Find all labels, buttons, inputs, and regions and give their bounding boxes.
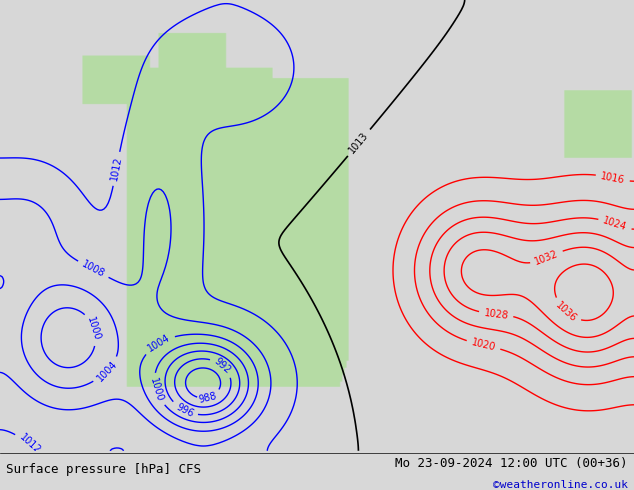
Text: 1004: 1004 [146, 333, 172, 354]
Text: 1013: 1013 [347, 130, 371, 155]
Text: 1000: 1000 [148, 377, 165, 403]
Text: 1008: 1008 [80, 259, 107, 279]
Text: 1004: 1004 [95, 359, 119, 383]
Text: 1036: 1036 [553, 300, 579, 323]
Text: 1012: 1012 [17, 432, 42, 456]
Text: 1028: 1028 [483, 308, 509, 320]
Text: 992: 992 [212, 356, 233, 376]
Text: Mo 23-09-2024 12:00 UTC (00+36): Mo 23-09-2024 12:00 UTC (00+36) [395, 457, 628, 470]
Text: 1012: 1012 [109, 156, 124, 182]
Text: 1032: 1032 [533, 248, 560, 267]
Text: 988: 988 [198, 391, 218, 405]
Text: 996: 996 [174, 402, 195, 419]
Text: 1016: 1016 [600, 171, 626, 185]
Text: ©weatheronline.co.uk: ©weatheronline.co.uk [493, 480, 628, 490]
Text: 1024: 1024 [602, 216, 628, 233]
Text: Surface pressure [hPa] CFS: Surface pressure [hPa] CFS [6, 463, 202, 476]
Text: 1000: 1000 [86, 316, 103, 342]
Text: 1020: 1020 [470, 337, 496, 353]
